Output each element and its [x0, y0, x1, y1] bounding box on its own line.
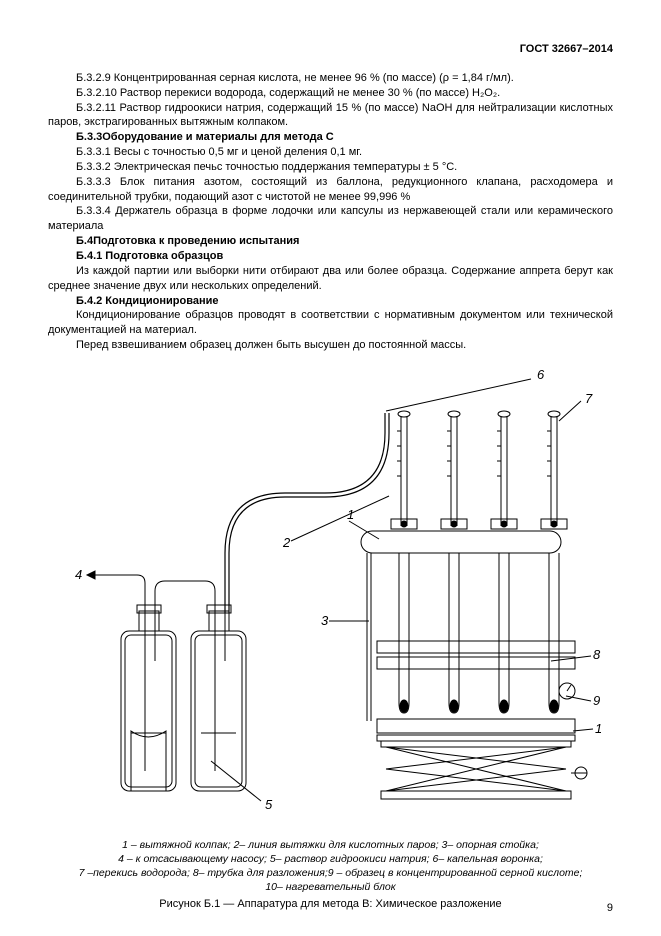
lab-jack: [381, 741, 587, 799]
lbl-1: 1: [347, 507, 354, 522]
lbl-4: 4: [75, 567, 82, 582]
para-b332: Б.3.3.2 Электрическая печьс точностью по…: [48, 160, 613, 175]
apparatus-diagram: 1 2 3 4 5 6 7 8 9 10: [61, 361, 601, 836]
para-b3211: Б.3.2.11 Раствор гидроокиси натрия, соде…: [48, 101, 613, 131]
lbl-7: 7: [585, 391, 593, 406]
figure-caption: Рисунок Б.1 — Аппаратура для метода В: Х…: [48, 897, 613, 912]
bottle-left-2: [191, 605, 246, 791]
para-b3210: Б.3.2.10 Раствор перекиси водорода, соде…: [48, 86, 613, 101]
figure-legend: 1 – вытяжной колпак; 2– линия вытяжки дл…: [48, 838, 613, 895]
lbl-3: 3: [321, 613, 329, 628]
standard-code: ГОСТ 32667–2014: [48, 42, 613, 57]
para-b334: Б.3.3.4 Держатель образца в форме лодочк…: [48, 204, 613, 234]
lbl-5: 5: [265, 797, 273, 812]
para-b42-2: Перед взвешиванием образец должен быть в…: [48, 338, 613, 353]
heading-b41: Б.4.1 Подготовка образцов: [48, 249, 613, 264]
page-number: 9: [607, 901, 613, 916]
lbl-9: 9: [593, 693, 600, 708]
heading-b4: Б.4Подготовка к проведению испытания: [48, 234, 613, 249]
lbl-8: 8: [593, 647, 601, 662]
legend-line-2: 4 – к отсасывающему насосу; 5– раствор г…: [48, 852, 613, 866]
figure-b1: 1 2 3 4 5 6 7 8 9 10 1 – вытяжной колпак…: [48, 361, 613, 912]
legend-line-4: 10– нагревательный блок: [48, 880, 613, 894]
legend-line-3: 7 –перекись водорода; 8– трубка для разл…: [48, 866, 613, 880]
heading-b42: Б.4.2 Кондиционирование: [48, 294, 613, 309]
para-b42-1: Кондиционирование образцов проводят в со…: [48, 308, 613, 338]
document-body: Б.3.2.9 Концентрированная серная кислота…: [48, 71, 613, 353]
heading-b33: Б.3.3Оборудование и материалы для метода…: [48, 130, 613, 145]
para-b329: Б.3.2.9 Концентрированная серная кислота…: [48, 71, 613, 86]
lbl-10: 10: [595, 721, 601, 736]
para-b41-1: Из каждой партии или выборки нити отбира…: [48, 264, 613, 294]
legend-line-1: 1 – вытяжной колпак; 2– линия вытяжки дл…: [48, 838, 613, 852]
funnels: [391, 411, 567, 529]
para-b333: Б.3.3.3 Блок питания азотом, состоящий и…: [48, 175, 613, 205]
para-b331: Б.3.3.1 Весы с точностью 0,5 мг и ценой …: [48, 145, 613, 160]
bottle-left-1: [121, 605, 176, 791]
lbl-6: 6: [537, 367, 545, 382]
digestion-tubes: [399, 553, 559, 713]
lbl-2: 2: [282, 535, 291, 550]
